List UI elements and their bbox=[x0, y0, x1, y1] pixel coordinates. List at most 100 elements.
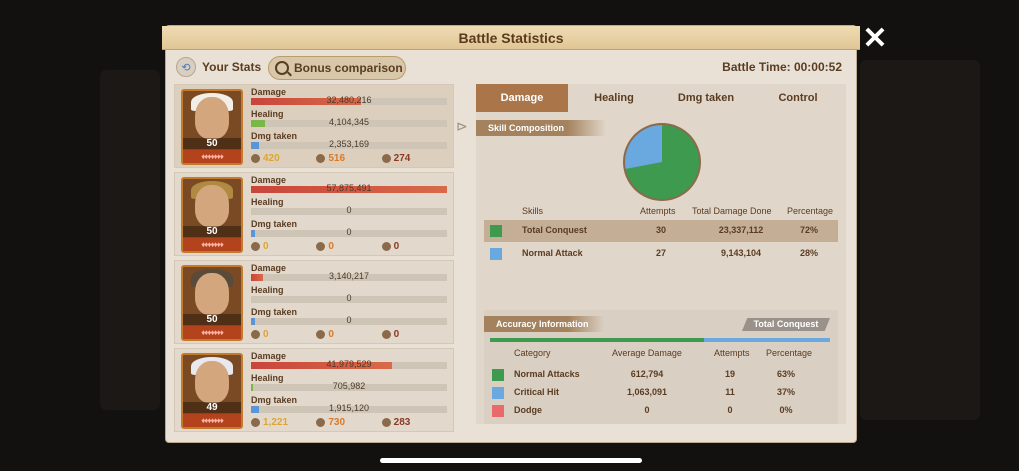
skull-icon bbox=[381, 242, 391, 251]
category-name: Normal Attacks bbox=[514, 369, 580, 379]
stat-tabs: Damage Healing Dmg taken Control bbox=[476, 84, 846, 112]
hero-level: 50 bbox=[183, 314, 241, 325]
stat-value: 32,480,216 bbox=[326, 95, 372, 105]
category-color-swatch bbox=[492, 387, 504, 399]
header-average-damage: Average Damage bbox=[612, 348, 682, 358]
wounded-icon bbox=[316, 330, 326, 339]
stat-bar bbox=[251, 318, 447, 325]
selection-arrow-icon: ⊳ bbox=[456, 118, 468, 134]
tab-dmg-taken[interactable]: Dmg taken bbox=[677, 92, 735, 104]
stat-value: 41,979,529 bbox=[326, 359, 372, 369]
stat-bar-fill bbox=[251, 384, 253, 391]
header-category: Category bbox=[514, 348, 551, 358]
hero-row[interactable]: 49 ♦♦♦♦♦♦♦ Damage 41,979,529 Healing 705… bbox=[174, 348, 454, 432]
hero-stat-2: 730 bbox=[328, 417, 346, 428]
hero-summary: 420 516 274 bbox=[251, 153, 447, 164]
accuracy-row: Normal Attacks 612,794 19 63% bbox=[484, 366, 838, 384]
hero-stat-dmg-taken: Dmg taken 0 bbox=[251, 219, 447, 239]
stat-bar bbox=[251, 362, 447, 369]
category-name: Critical Hit bbox=[514, 387, 560, 397]
stat-label: Healing bbox=[251, 373, 284, 383]
stat-bar bbox=[251, 406, 447, 413]
hero-list: 50 ♦♦♦♦♦♦♦ Damage 32,480,216 Healing 4,1… bbox=[174, 84, 454, 434]
stat-value: 0 bbox=[346, 315, 352, 325]
stat-label: Healing bbox=[251, 109, 284, 119]
battle-statistics-panel: Battle Statistics ⟲ Your Stats Bonus com… bbox=[162, 26, 860, 442]
hero-level: 49 bbox=[183, 402, 241, 413]
hero-row[interactable]: 50 ♦♦♦♦♦♦♦ Damage 32,480,216 Healing 4,1… bbox=[174, 84, 454, 168]
stat-bar bbox=[251, 384, 447, 391]
panel-title: Battle Statistics bbox=[162, 26, 860, 50]
bonus-comparison-button[interactable]: Bonus comparison bbox=[268, 56, 406, 80]
close-button[interactable]: ✕ bbox=[862, 22, 888, 55]
hero-stat-healing: Healing 0 bbox=[251, 285, 447, 305]
swap-icon: ⟲ bbox=[176, 57, 196, 77]
stat-label: Damage bbox=[251, 351, 287, 361]
hero-portrait[interactable]: 50 ♦♦♦♦♦♦♦ bbox=[181, 89, 243, 165]
hero-portrait[interactable]: 50 ♦♦♦♦♦♦♦ bbox=[181, 177, 243, 253]
hero-stat-damage: Damage 3,140,217 bbox=[251, 263, 447, 283]
tab-healing[interactable]: Healing bbox=[594, 92, 634, 104]
category-attempts: 19 bbox=[724, 369, 735, 379]
star-rating-icon: ♦♦♦♦♦♦♦ bbox=[183, 150, 241, 163]
stat-label: Damage bbox=[251, 263, 287, 273]
skill-composition-label: Skill Composition bbox=[476, 120, 606, 136]
stat-label: Dmg taken bbox=[251, 395, 298, 405]
tab-control[interactable]: Control bbox=[778, 92, 818, 104]
category-name: Dodge bbox=[514, 405, 542, 415]
skill-row[interactable]: Total Conquest 30 23,337,112 72% bbox=[484, 220, 838, 242]
skill-total-damage: 23,337,112 bbox=[718, 225, 764, 235]
background-panel bbox=[860, 60, 980, 420]
kills-icon bbox=[251, 242, 260, 251]
accuracy-row: Dodge 0 0 0% bbox=[484, 402, 838, 420]
stat-bar-fill bbox=[251, 142, 259, 149]
hero-stat-dmg-taken: Dmg taken 0 bbox=[251, 307, 447, 327]
stat-label: Damage bbox=[251, 87, 287, 97]
hero-row[interactable]: 50 ♦♦♦♦♦♦♦ Damage 3,140,217 Healing 0 Dm… bbox=[174, 260, 454, 344]
stat-bar bbox=[251, 120, 447, 127]
skill-row[interactable]: Normal Attack 27 9,143,104 28% bbox=[484, 243, 838, 265]
wounded-icon bbox=[316, 154, 326, 163]
skull-icon bbox=[381, 330, 391, 339]
accuracy-label: Accuracy Information bbox=[484, 316, 604, 332]
hero-stat-damage: Damage 32,480,216 bbox=[251, 87, 447, 107]
your-stats-toggle[interactable]: ⟲ Your Stats bbox=[176, 57, 261, 77]
tab-damage[interactable]: Damage bbox=[476, 84, 568, 112]
kills-icon bbox=[251, 418, 260, 427]
average-damage: 612,794 bbox=[630, 369, 664, 379]
hero-stat-healing: Healing 0 bbox=[251, 197, 447, 217]
skill-name: Normal Attack bbox=[522, 248, 583, 258]
hero-level: 50 bbox=[183, 138, 241, 149]
stat-label: Damage bbox=[251, 175, 287, 185]
background-sidebar bbox=[100, 70, 160, 410]
hero-stat-1: 0 bbox=[263, 241, 269, 252]
hero-stat-damage: Damage 57,875,491 bbox=[251, 175, 447, 195]
category-color-swatch bbox=[492, 405, 504, 417]
hero-face bbox=[195, 273, 229, 315]
hero-portrait[interactable]: 49 ♦♦♦♦♦♦♦ bbox=[181, 353, 243, 429]
hero-row[interactable]: 50 ♦♦♦♦♦♦♦ Damage 57,875,491 Healing 0 D… bbox=[174, 172, 454, 256]
skill-percentage: 28% bbox=[799, 248, 818, 258]
hero-stat-1: 1,221 bbox=[263, 417, 289, 428]
hero-stat-healing: Healing 705,982 bbox=[251, 373, 447, 393]
hero-portrait[interactable]: 50 ♦♦♦♦♦♦♦ bbox=[181, 265, 243, 341]
stat-value: 3,140,217 bbox=[328, 271, 370, 281]
hero-level: 50 bbox=[183, 226, 241, 237]
kills-icon bbox=[251, 330, 260, 339]
skill-selector[interactable]: Total Conquest bbox=[742, 318, 830, 331]
hero-stat-2: 0 bbox=[328, 329, 334, 340]
star-rating-icon: ♦♦♦♦♦♦♦ bbox=[183, 414, 241, 427]
hero-face bbox=[195, 361, 229, 403]
hero-stat-3: 274 bbox=[393, 153, 411, 164]
hero-summary: 1,221 730 283 bbox=[251, 417, 447, 428]
stat-value: 2,353,169 bbox=[328, 139, 370, 149]
header-attempts: Attempts bbox=[714, 348, 750, 358]
stat-value: 57,875,491 bbox=[326, 183, 372, 193]
pie-slice-total-conquest bbox=[625, 125, 699, 199]
kills-icon bbox=[251, 154, 260, 163]
stat-label: Dmg taken bbox=[251, 131, 298, 141]
hero-stat-3: 0 bbox=[393, 329, 400, 340]
skull-icon bbox=[381, 154, 391, 163]
home-indicator[interactable] bbox=[380, 458, 642, 463]
stat-label: Healing bbox=[251, 197, 284, 207]
